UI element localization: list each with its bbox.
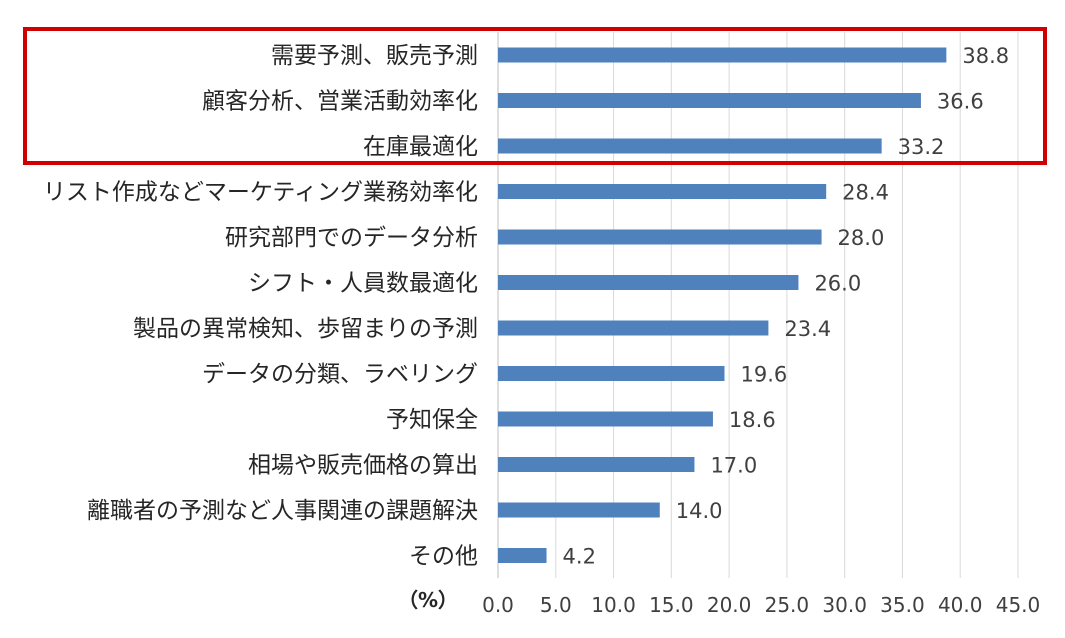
value-label: 17.0	[710, 454, 757, 478]
category-label: その他	[409, 544, 478, 570]
category-label: 相場や販売価格の算出	[248, 453, 478, 479]
category-label: シフト・人員数最適化	[248, 271, 478, 297]
bar	[498, 457, 695, 472]
value-label: 18.6	[729, 408, 776, 432]
x-tick-label: 5.0	[540, 593, 572, 617]
bar	[498, 320, 769, 336]
category-label: 製品の異常検知、歩留まりの予測	[133, 316, 478, 342]
x-tick-label: 45.0	[996, 593, 1041, 617]
x-axis-ticks: 0.0 5.0 10.0 15.0 20.0 25.0 30.0 35.0 40.0 45.0	[482, 593, 1040, 617]
x-tick-label: 20.0	[707, 593, 752, 617]
x-tick-label: 35.0	[880, 593, 925, 617]
grid-lines	[497, 32, 1019, 578]
x-tick-label: 0.0	[482, 593, 514, 617]
value-label: 4.2	[563, 545, 596, 569]
value-label: 19.6	[740, 363, 787, 387]
bar	[498, 275, 799, 290]
category-label: 在庫最適化	[363, 134, 478, 160]
value-label: 33.2	[898, 135, 945, 159]
bar	[498, 184, 827, 199]
bars	[498, 47, 947, 563]
unit-label: （%）	[398, 588, 458, 612]
bar	[498, 93, 921, 108]
value-label: 14.0	[676, 499, 723, 523]
category-label: 顧客分析、営業活動効率化	[202, 89, 478, 115]
category-label: 離職者の予測など人事関連の課題解決	[87, 498, 478, 524]
bar	[498, 47, 947, 63]
x-tick-label: 40.0	[938, 593, 983, 617]
bar	[498, 138, 882, 154]
category-label: データの分類、ラベリング	[202, 362, 478, 388]
x-tick-label: 30.0	[822, 593, 867, 617]
x-tick-label: 10.0	[591, 593, 636, 617]
value-label: 28.0	[838, 226, 885, 250]
category-label: 研究部門でのデータ分析	[225, 225, 478, 251]
bar	[498, 548, 547, 563]
value-label: 26.0	[814, 272, 861, 296]
value-labels: 38.8 36.6 33.2 28.4 28.0 26.0 23.4 19.6 18.6 17.0…	[563, 44, 1010, 569]
value-label: 38.8	[962, 44, 1009, 68]
value-label: 36.6	[937, 90, 984, 114]
category-label: リスト作成などマーケティング業務効率化	[43, 180, 478, 206]
category-label: 予知保全	[386, 407, 478, 433]
bar	[498, 411, 713, 427]
value-label: 23.4	[784, 317, 831, 341]
bar	[498, 229, 822, 245]
highlight-box	[23, 27, 1047, 165]
x-tick-label: 15.0	[649, 593, 694, 617]
value-label: 28.4	[842, 181, 889, 205]
category-labels: 需要予測、販売予測顧客分析、営業活動効率化在庫最適化リスト作成などマーケティング…	[43, 43, 478, 570]
x-tick-label: 25.0	[765, 593, 810, 617]
category-label: 需要予測、販売予測	[271, 43, 478, 69]
bar	[498, 502, 660, 518]
bar	[498, 366, 725, 381]
